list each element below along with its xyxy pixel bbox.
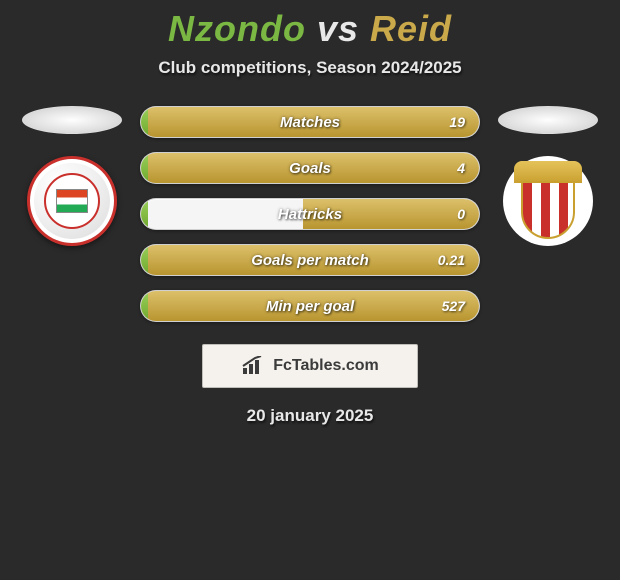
date-text: 20 january 2025 [0, 406, 620, 426]
left-column [22, 106, 122, 246]
player2-photo-placeholder [498, 106, 598, 134]
comparison-card: Nzondo vs Reid Club competitions, Season… [0, 0, 620, 426]
watermark-text: FcTables.com [273, 357, 379, 375]
stats-list: Matches19 Goals4 Hattricks0 Goals per match… [140, 106, 480, 322]
stat-value-right: 0 [457, 199, 465, 229]
body-row: Matches19 Goals4 Hattricks0 Goals per match… [0, 106, 620, 322]
stat-row: Goals4 [140, 152, 480, 184]
crest-inner [44, 173, 100, 229]
player1-photo-placeholder [22, 106, 122, 134]
stat-value-right: 527 [442, 291, 465, 321]
stat-value-right: 0.21 [438, 245, 465, 275]
stat-row: Goals per match0.21 [140, 244, 480, 276]
club-crest-right [503, 156, 593, 246]
stat-row: Matches19 [140, 106, 480, 138]
shield-icon [514, 161, 582, 241]
crest-flag-icon [56, 189, 88, 213]
bar-chart-icon [241, 356, 267, 376]
watermark: FcTables.com [202, 344, 418, 388]
stat-label: Min per goal [141, 291, 479, 321]
stat-row: Min per goal527 [140, 290, 480, 322]
stat-value-right: 4 [457, 153, 465, 183]
player1-name: Nzondo [168, 8, 306, 49]
stat-label: Hattricks [141, 199, 479, 229]
subtitle: Club competitions, Season 2024/2025 [0, 58, 620, 78]
stat-label: Matches [141, 107, 479, 137]
player2-name: Reid [370, 8, 452, 49]
page-title: Nzondo vs Reid [0, 8, 620, 50]
vs-text: vs [317, 8, 359, 49]
stat-row: Hattricks0 [140, 198, 480, 230]
club-crest-left [27, 156, 117, 246]
stat-label: Goals per match [141, 245, 479, 275]
stat-value-right: 19 [449, 107, 465, 137]
right-column [498, 106, 598, 246]
stat-label: Goals [141, 153, 479, 183]
